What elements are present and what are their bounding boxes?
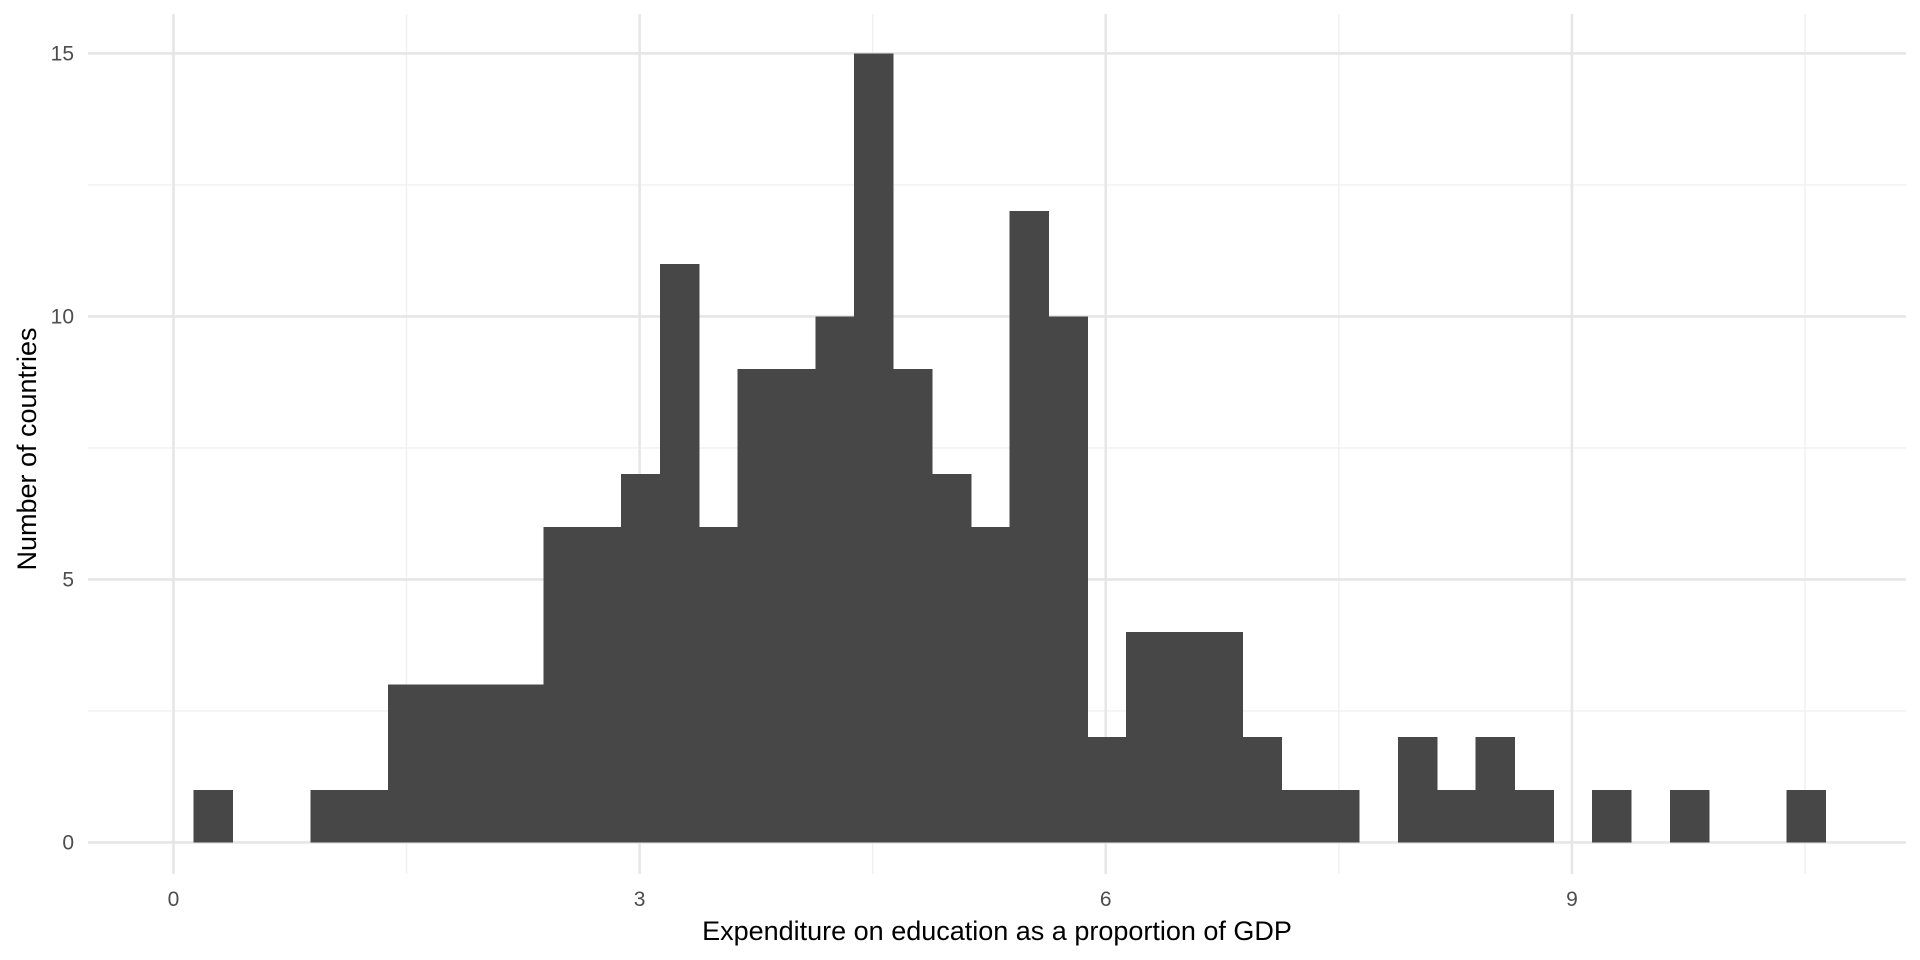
histogram-bar (1786, 789, 1826, 843)
histogram-bar (1397, 737, 1438, 843)
histogram-bar (970, 526, 1011, 843)
histogram-bar (698, 526, 739, 843)
histogram-bar (854, 53, 894, 843)
histogram-bar (1669, 789, 1710, 843)
histogram-bar (387, 684, 428, 843)
histogram-bar (1514, 789, 1554, 843)
histogram-bar (1436, 789, 1477, 843)
histogram-bar (1126, 632, 1166, 843)
histogram-bar (310, 789, 350, 843)
x-tick-label: 9 (1566, 888, 1578, 911)
histogram-bar (193, 789, 234, 843)
histogram-bar (931, 474, 972, 843)
y-tick-label: 10 (51, 305, 74, 328)
histogram-bar (1164, 632, 1205, 843)
histogram-bar (504, 684, 544, 843)
y-tick-label: 5 (62, 568, 74, 591)
x-tick-label: 0 (168, 888, 180, 911)
histogram-bar (1009, 211, 1049, 843)
histogram-bar (1203, 632, 1244, 843)
histogram-bar (1475, 737, 1516, 843)
histogram-bar (1320, 789, 1360, 843)
histogram-bar (465, 684, 506, 843)
histogram-bar (582, 526, 622, 843)
histogram-bar (892, 369, 933, 843)
bars-layer (193, 53, 1826, 843)
x-tick-label: 6 (1100, 888, 1112, 911)
x-tick-label: 3 (634, 888, 646, 911)
histogram-bar (1087, 737, 1127, 843)
y-axis-title: Number of countries (12, 327, 42, 570)
x-axis-title: Expenditure on education as a proportion… (702, 916, 1292, 946)
histogram-bar (1048, 316, 1088, 843)
histogram-bar (621, 474, 661, 843)
histogram-bar (659, 263, 700, 843)
histogram-bar (1592, 789, 1632, 843)
histogram-bar (426, 684, 467, 843)
histogram-bar (737, 369, 778, 843)
histogram-bar (815, 316, 855, 843)
y-tick-label: 0 (62, 831, 74, 854)
histogram-bar (1281, 789, 1321, 843)
tick-labels-layer: 0 3 6 9 0 5 10 15 (51, 42, 1578, 911)
histogram-bar (349, 789, 389, 843)
y-tick-label: 15 (51, 42, 74, 65)
histogram-bar (543, 526, 583, 843)
histogram-bar (776, 369, 816, 843)
histogram-bar (1242, 737, 1283, 843)
